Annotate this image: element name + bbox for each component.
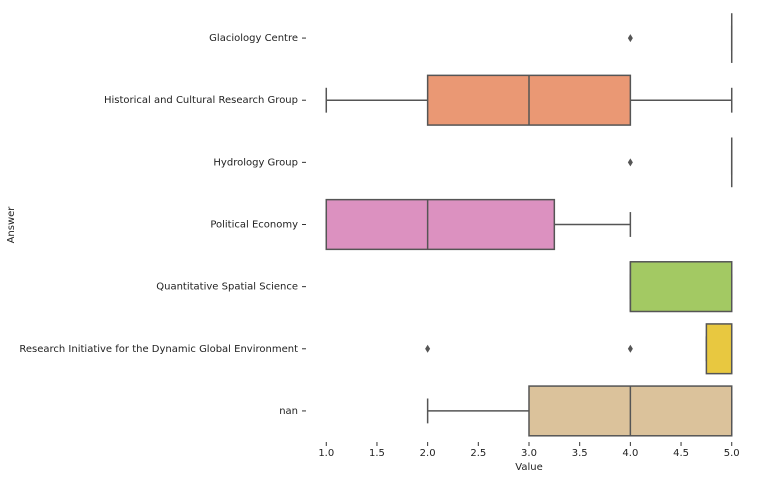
- x-axis-label: Value: [515, 462, 542, 473]
- y-tick-label: Historical and Cultural Research Group: [104, 95, 298, 106]
- y-tick-label: Research Initiative for the Dynamic Glob…: [19, 344, 298, 355]
- box: [629, 261, 733, 313]
- x-tick-label: 1.0: [318, 448, 334, 459]
- outlier: [627, 344, 633, 353]
- y-tick-label: Hydrology Group: [213, 157, 298, 168]
- x-tick-label: 3.5: [572, 448, 588, 459]
- x-tick-label: 3.0: [521, 448, 537, 459]
- outlier: [627, 34, 633, 43]
- y-tick-label: Political Economy: [210, 220, 298, 231]
- outlier: [425, 344, 431, 353]
- y-tick-label: Quantitative Spatial Science: [156, 282, 298, 293]
- y-axis-label: Answer: [6, 206, 17, 244]
- box: [705, 323, 733, 375]
- x-tick-label: 4.5: [673, 448, 689, 459]
- x-tick-label: 4.0: [622, 448, 638, 459]
- y-tick-label: Glaciology Centre: [209, 33, 298, 44]
- x-tick-label: 2.0: [420, 448, 436, 459]
- box: [325, 198, 556, 251]
- y-tick-label: nan: [279, 406, 298, 417]
- x-tick-label: 1.5: [369, 448, 385, 459]
- outlier: [627, 158, 633, 167]
- x-tick-label: 5.0: [724, 448, 740, 459]
- x-tick-label: 2.5: [470, 448, 486, 459]
